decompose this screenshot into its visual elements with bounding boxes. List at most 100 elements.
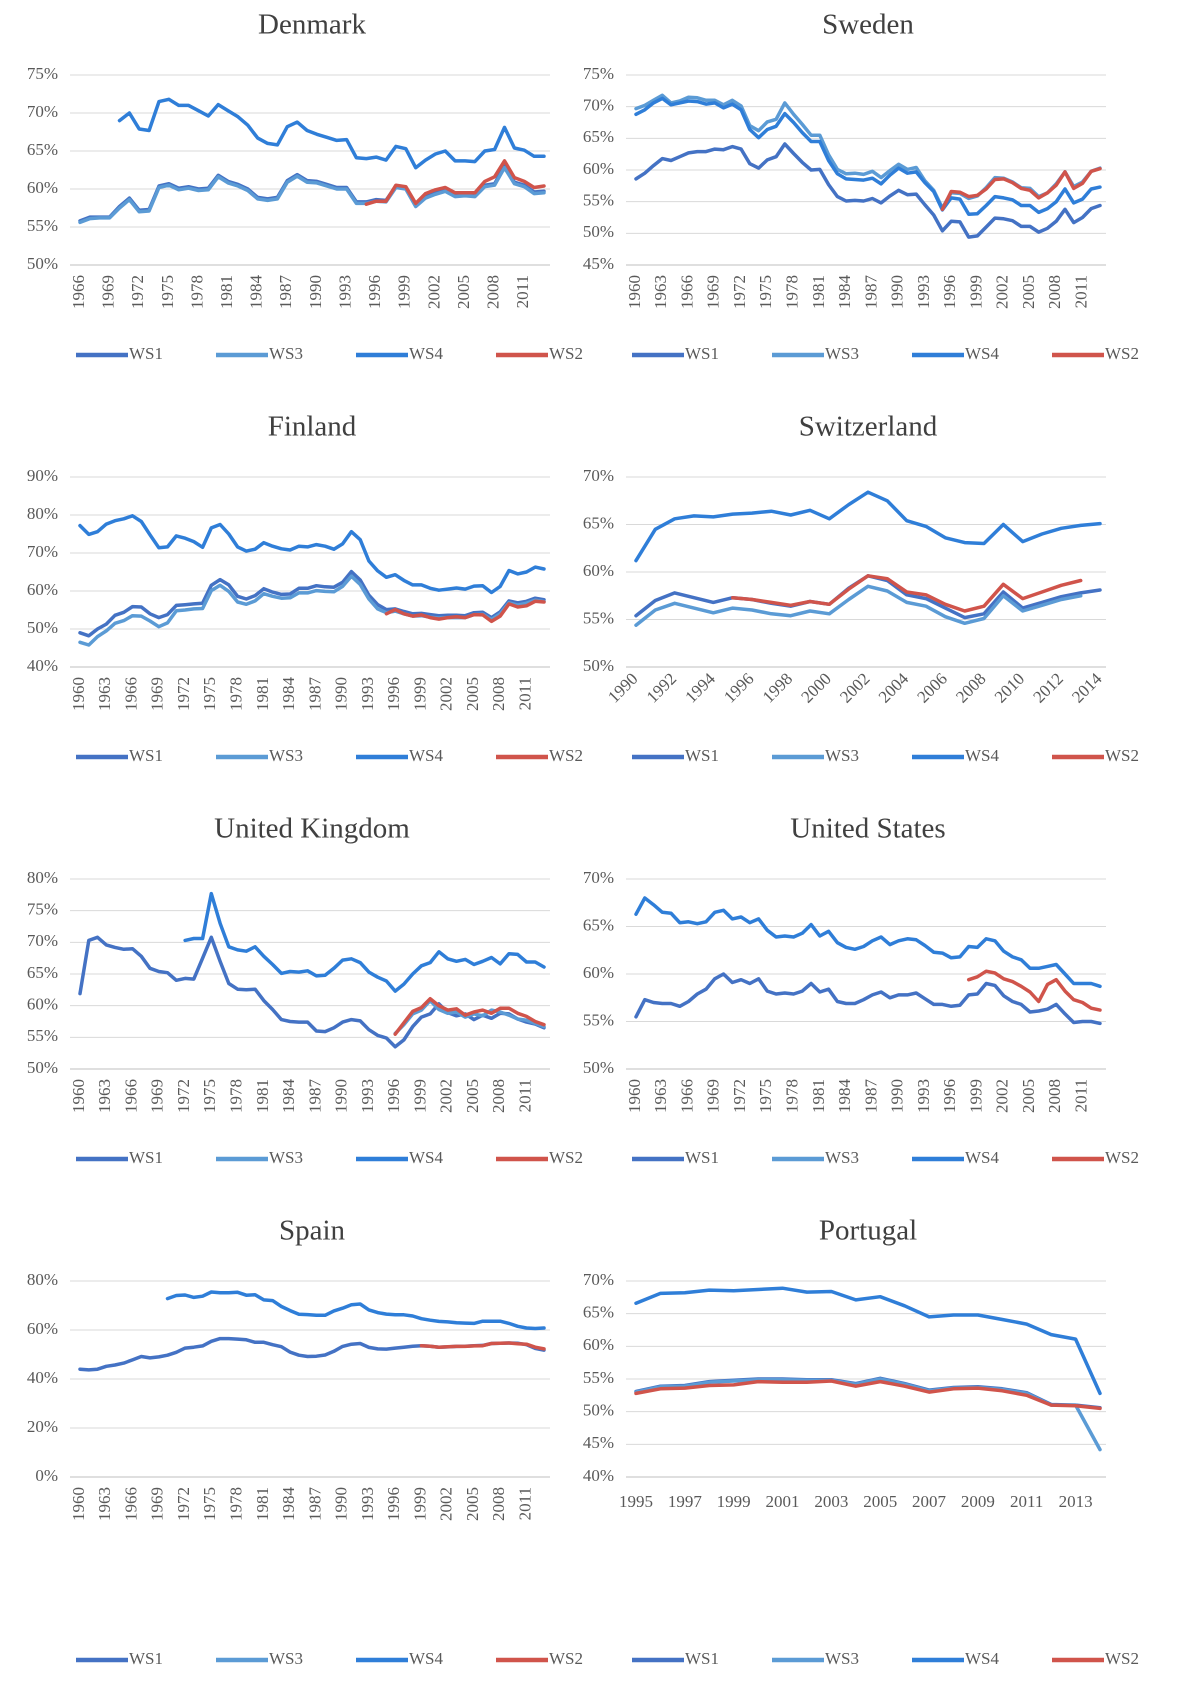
y-tick-label: 20% (27, 1417, 58, 1436)
x-tick-label: 2002 (437, 1079, 456, 1113)
legend-label: WS3 (825, 1649, 859, 1668)
chart-panel: Portugal 40% 45% 50% 55% 60% 65% 70% 1995 1997 199… (583, 1215, 1139, 1668)
x-tick-label: 2003 (814, 1492, 848, 1511)
y-tick-label: 75% (27, 900, 58, 919)
legend-label: WS4 (409, 1649, 444, 1668)
legend-label: WS2 (1105, 344, 1139, 363)
x-tick-label: 2002 (437, 677, 456, 711)
series-line (634, 896, 1102, 989)
x-tick-label: 2008 (489, 1487, 508, 1521)
x-tick-label: 2008 (489, 1079, 508, 1113)
chart-title: Finland (268, 411, 357, 443)
y-tick-label: 70% (583, 466, 614, 485)
chart-panel: United States 50% 55% 60% 65% 70% 1960 1963 1966… (583, 813, 1139, 1167)
x-tick-label: 1960 (69, 1079, 88, 1113)
x-tick-label: 2011 (513, 275, 532, 308)
x-tick-label: 1996 (384, 1487, 403, 1521)
x-tick-label: 1960 (69, 677, 88, 711)
chart-panel: Denmark 50% 55% 60% 65% 70% 75% 1966 1969 1972 197… (27, 9, 583, 363)
legend-label: WS3 (825, 1148, 859, 1167)
y-tick-label: 50% (583, 1401, 614, 1420)
legend-label: WS2 (549, 746, 583, 765)
x-tick-label: 1972 (730, 1079, 749, 1113)
x-tick-label: 1966 (121, 1487, 140, 1521)
y-tick-label: 65% (583, 127, 614, 146)
x-tick-label: 2005 (463, 1079, 482, 1113)
y-tick-label: 65% (27, 140, 58, 159)
x-tick-label: 1993 (358, 677, 377, 711)
series-line (634, 1377, 1102, 1452)
x-tick-label: 2011 (1071, 1079, 1090, 1112)
x-tick-label: 1995 (619, 1492, 653, 1511)
x-tick-label: 1966 (121, 677, 140, 711)
x-tick-label: 1996 (940, 275, 959, 309)
x-tick-label: 2008 (952, 669, 989, 706)
x-tick-label: 1984 (279, 1079, 298, 1114)
y-tick-label: 45% (583, 1433, 614, 1452)
x-tick-label: 1987 (305, 677, 324, 712)
x-tick-label: 2010 (991, 669, 1028, 706)
y-tick-label: 65% (583, 513, 614, 532)
series-line (183, 891, 546, 993)
x-tick-label: 1999 (717, 1492, 751, 1511)
legend-label: WS3 (269, 1148, 303, 1167)
y-tick-label: 70% (583, 96, 614, 115)
x-tick-label: 1993 (358, 1487, 377, 1521)
y-tick-label: 60% (27, 178, 58, 197)
y-tick-label: 90% (27, 466, 58, 485)
x-tick-label: 1966 (677, 1079, 696, 1113)
y-tick-label: 70% (27, 542, 58, 561)
y-tick-label: 55% (27, 1026, 58, 1045)
x-tick-label: 1966 (69, 275, 88, 309)
series-line (730, 574, 1083, 613)
series-line (78, 514, 546, 595)
x-tick-label: 1999 (410, 1487, 429, 1521)
x-tick-label: 1975 (200, 1079, 219, 1113)
x-tick-label: 1999 (966, 275, 985, 309)
y-tick-label: 50% (583, 222, 614, 241)
x-tick-label: 1975 (200, 677, 219, 711)
y-tick-label: 60% (27, 1319, 58, 1338)
x-tick-label: 1969 (148, 1487, 167, 1521)
x-tick-label: 1981 (809, 1079, 828, 1113)
series-line (634, 96, 1102, 217)
x-tick-label: 1969 (148, 1079, 167, 1113)
chart-title: United States (790, 813, 945, 845)
x-tick-label: 2005 (1019, 1079, 1038, 1113)
y-tick-label: 40% (583, 1466, 614, 1485)
legend-label: WS2 (549, 344, 583, 363)
x-tick-label: 1972 (730, 275, 749, 309)
x-tick-label: 1990 (888, 1079, 907, 1113)
legend-label: WS2 (1105, 1148, 1139, 1167)
x-tick-label: 1997 (668, 1492, 703, 1511)
x-tick-label: 2007 (912, 1492, 947, 1511)
x-tick-label: 2005 (454, 275, 473, 309)
legend-label: WS2 (1105, 1649, 1139, 1668)
x-tick-label: 2008 (1045, 1079, 1064, 1113)
series-line (634, 972, 1102, 1026)
y-tick-label: 60% (583, 561, 614, 580)
series-line (634, 142, 1102, 239)
series-line (634, 490, 1102, 563)
legend-label: WS2 (549, 1649, 583, 1668)
y-tick-label: 50% (583, 1058, 614, 1077)
x-tick-label: 2002 (836, 669, 873, 706)
legend-label: WS1 (129, 1148, 163, 1167)
legend-label: WS4 (965, 746, 1000, 765)
x-tick-label: 1969 (99, 275, 118, 309)
x-tick-label: 1975 (756, 275, 775, 309)
y-tick-label: 70% (27, 102, 58, 121)
y-tick-label: 65% (583, 915, 614, 934)
series-line (634, 584, 1083, 627)
x-tick-label: 1978 (226, 1079, 245, 1113)
chart-title: United Kingdom (214, 813, 410, 845)
x-tick-label: 2006 (913, 669, 950, 706)
x-tick-label: 2014 (1068, 669, 1106, 707)
chart-title: Denmark (258, 9, 366, 41)
chart-title: Switzerland (799, 411, 938, 443)
series-line (78, 935, 546, 1049)
x-tick-label: 2002 (424, 275, 443, 309)
series-line (78, 165, 546, 225)
